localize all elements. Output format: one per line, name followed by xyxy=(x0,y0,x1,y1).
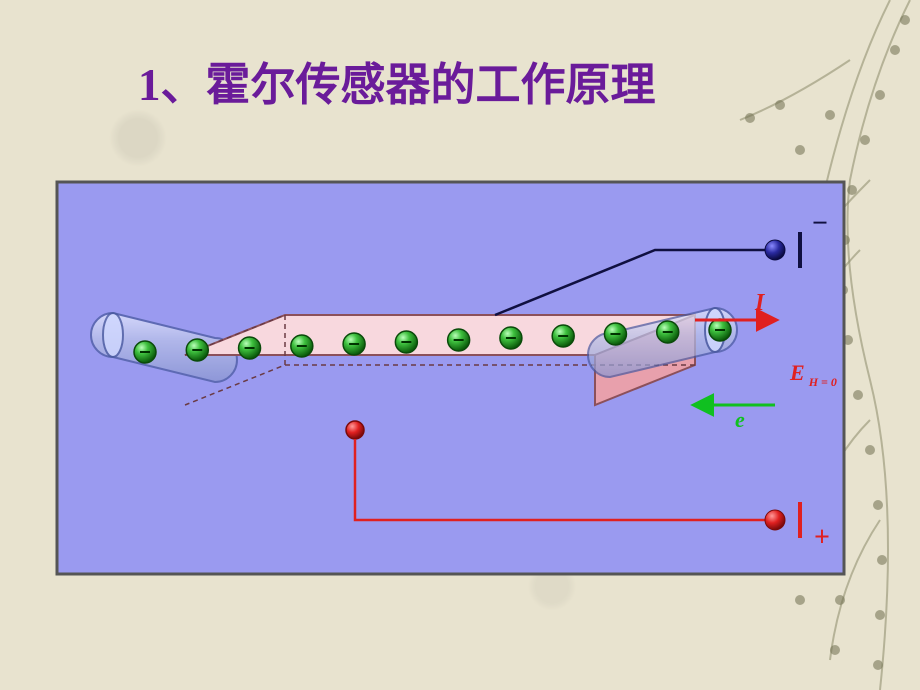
slide: 1、霍尔传感器的工作原理 xyxy=(0,0,920,690)
electron-label: e xyxy=(735,407,745,432)
diagram-bg xyxy=(57,182,844,574)
hall-effect-diagram: − + I e E H = 0 xyxy=(55,180,850,580)
bottom-contact xyxy=(346,421,364,439)
minus-icon: − xyxy=(812,208,828,239)
plus-icon: + xyxy=(814,522,830,553)
page-title: 1、霍尔传感器的工作原理 xyxy=(138,48,656,113)
current-label: I xyxy=(754,290,766,316)
